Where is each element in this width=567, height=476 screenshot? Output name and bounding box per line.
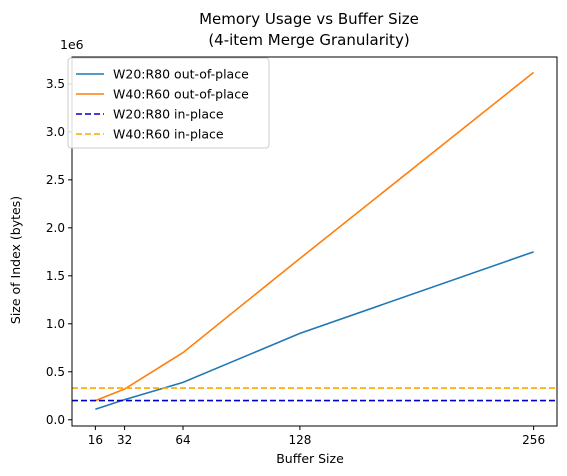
y-tick-label-1: 0.0 [46, 413, 65, 427]
x-tick-label-5: 256 [522, 433, 545, 447]
legend: W20:R80 out-of-place W40:R60 out-of-place… [67, 57, 270, 149]
y-tick-label-7: 3.0 [46, 125, 65, 139]
x-tick-label-4: 128 [288, 433, 311, 447]
legend-label-2: W40:R60 out-of-place [113, 87, 249, 102]
legend-label-4: W40:R60 in-place [113, 127, 224, 142]
series-line-2 [95, 71, 535, 402]
x-tick-label-3: 64 [175, 433, 190, 447]
legend-label-3: W20:R80 in-place [113, 107, 224, 122]
chart-title-line-1: Memory Usage vs Buffer Size [199, 10, 419, 28]
y-offset-label: 1e6 [60, 37, 84, 52]
x-axis-label: Buffer Size [276, 451, 344, 466]
y-axis-label: Size of Index (bytes) [8, 196, 23, 324]
x-tick-label-1: 16 [88, 433, 103, 447]
legend-label-1: W20:R80 out-of-place [113, 67, 249, 82]
y-tick-label-3: 1.0 [46, 317, 65, 331]
legend-box [67, 57, 270, 149]
y-tick-label-2: 0.5 [46, 365, 65, 379]
chart-title-line-2: (4-item Merge Granularity) [208, 31, 409, 49]
y-tick-label-6: 2.5 [46, 173, 65, 187]
plot-frame [71, 56, 558, 427]
x-tick-label-2: 32 [117, 433, 132, 447]
y-tick-label-8: 3.5 [46, 77, 65, 91]
series-line-1 [95, 251, 534, 410]
y-tick-label-4: 1.5 [46, 269, 65, 283]
y-tick-label-5: 2.0 [46, 221, 65, 235]
